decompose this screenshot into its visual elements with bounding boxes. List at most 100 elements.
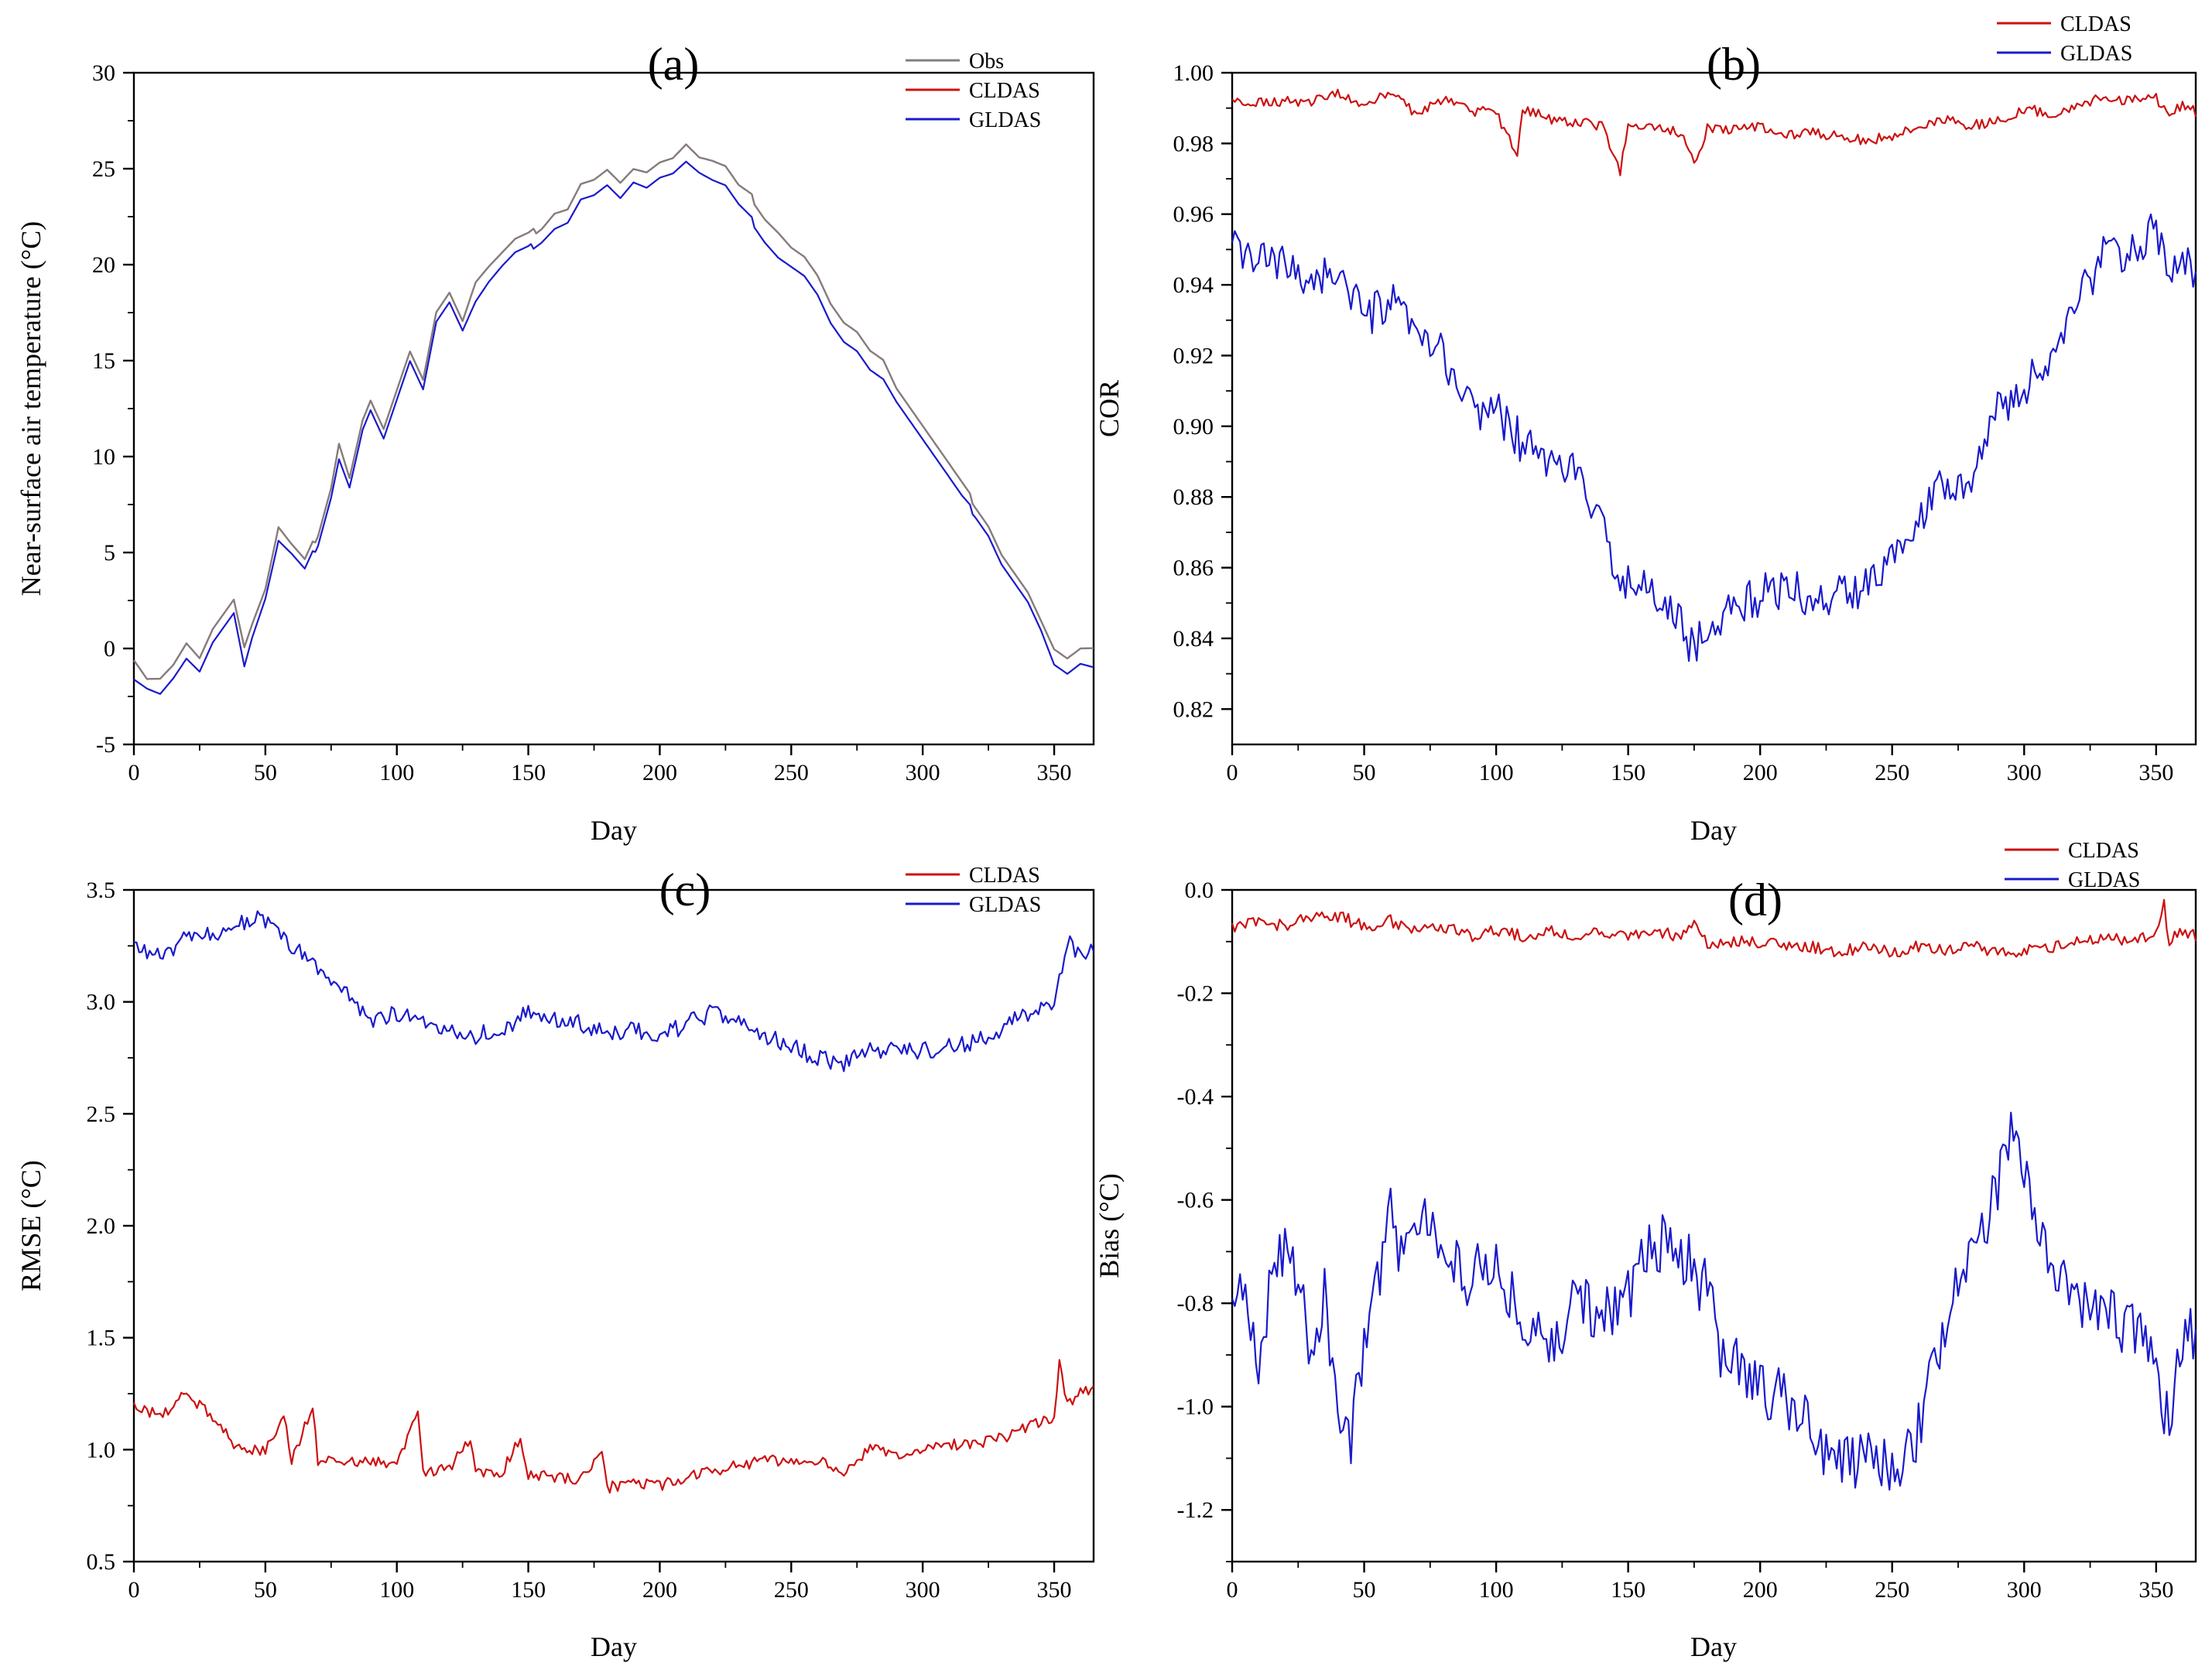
x-tick-label: 350 — [1037, 760, 1072, 785]
y-tick-label: 30 — [92, 60, 115, 86]
y-tick-label: 0.0 — [1185, 878, 1214, 903]
y-tick-label: 20 — [92, 252, 115, 278]
x-tick-label: 200 — [642, 760, 677, 785]
panel-a-ylabel: Near-surface air temperature (°C) — [15, 221, 46, 596]
y-tick-label: 0.84 — [1173, 626, 1214, 652]
x-tick-label: 50 — [1353, 1577, 1376, 1603]
panel-b-label: (b) — [1707, 39, 1761, 90]
y-tick-label: 0.96 — [1173, 202, 1214, 228]
y-tick-label: -1.0 — [1177, 1394, 1214, 1420]
y-tick-label: 0.86 — [1173, 556, 1214, 581]
legend-label-gldas: GLDAS — [969, 108, 1041, 132]
x-tick-label: 300 — [2007, 760, 2042, 785]
panel-c-legend: CLDAS GLDAS — [906, 864, 1041, 917]
y-tick-label: -0.4 — [1177, 1084, 1214, 1110]
legend-label-gldas: GLDAS — [2060, 42, 2132, 66]
y-tick-label: 0.88 — [1173, 484, 1214, 510]
x-tick-label: 250 — [1875, 760, 1909, 785]
panel-b-frame — [1231, 71, 2197, 746]
x-tick-label: 0 — [1227, 760, 1238, 785]
y-tick-label: 3.5 — [87, 878, 116, 903]
panel-b-xlabel: Day — [1690, 815, 1737, 846]
legend-label-cldas: CLDAS — [2068, 839, 2139, 863]
panel-d-legend: CLDAS GLDAS — [2005, 839, 2140, 892]
x-tick-label: 100 — [1479, 1577, 1514, 1603]
series-line-gldas — [133, 910, 1095, 1073]
panel-c: 0 50 100 150 200 250 300 350 0.5 1.0 1.5 2.0 2.5 3.0 3… — [15, 864, 1095, 1662]
panel-b-marks: 0 50 100 150 200 250 300 350 0.82 0.84 0.86 0.88 0.9… — [1173, 60, 2197, 785]
y-tick-label: -1.2 — [1177, 1497, 1214, 1523]
series-line-cldas — [132, 1359, 1094, 1494]
y-tick-label: -0.8 — [1177, 1291, 1214, 1316]
panel-c-ylabel: RMSE (°C) — [15, 1160, 46, 1291]
y-tick-label: 1.5 — [87, 1326, 116, 1351]
legend-label-gldas: GLDAS — [969, 893, 1041, 917]
legend-label-cldas: CLDAS — [969, 79, 1040, 103]
panel-a-label: (a) — [648, 39, 700, 90]
panel-d-ylabel: Bias (°C) — [1094, 1173, 1125, 1278]
y-tick-label: 3.0 — [87, 990, 116, 1015]
y-tick-label: 1.00 — [1173, 60, 1214, 86]
panel-d-xlabel: Day — [1690, 1631, 1737, 1662]
y-tick-label: 0 — [104, 636, 115, 662]
x-tick-label: 50 — [254, 760, 277, 785]
x-tick-label: 0 — [128, 760, 140, 785]
x-tick-label: 150 — [1611, 1577, 1645, 1603]
panel-d-label: (d) — [1728, 874, 1782, 926]
x-tick-label: 100 — [379, 760, 414, 785]
y-tick-label: 1.0 — [87, 1437, 116, 1463]
y-tick-label: 15 — [92, 348, 115, 374]
series-line-gldas — [1231, 213, 2197, 662]
x-tick-label: 300 — [906, 1577, 940, 1603]
x-tick-label: 200 — [1743, 1577, 1778, 1603]
x-tick-label: 350 — [2138, 1577, 2173, 1603]
x-tick-label: 350 — [1037, 1577, 1072, 1603]
legend-label-gldas: GLDAS — [2068, 868, 2140, 892]
y-tick-label: 0.98 — [1173, 131, 1214, 156]
panel-a-legend: Obs CLDAS GLDAS — [906, 50, 1041, 132]
legend-label-obs: Obs — [969, 50, 1004, 74]
x-tick-label: 50 — [254, 1577, 277, 1603]
x-tick-label: 0 — [1227, 1577, 1238, 1603]
panel-d: 0 50 100 150 200 250 300 350 -1.2 -1.0 -0.8 -0.6 -0.… — [1094, 839, 2197, 1662]
x-tick-label: 100 — [379, 1577, 414, 1603]
y-tick-label: 0.94 — [1173, 272, 1214, 298]
series-line-gldas — [1231, 1111, 2197, 1491]
x-tick-label: 250 — [774, 1577, 809, 1603]
panel-a-marks: 0 50 100 150 200 250 300 350 -5 0 5 10 15 20 25 30 — [92, 60, 1094, 785]
x-tick-label: 0 — [128, 1577, 140, 1603]
y-tick-label: 10 — [92, 444, 115, 470]
x-tick-label: 250 — [1875, 1577, 1909, 1603]
series-line-gldas — [133, 160, 1094, 695]
x-tick-label: 300 — [2007, 1577, 2042, 1603]
panel-b: 0 50 100 150 200 250 300 350 0.82 0.84 0.86 0.88 0.9… — [1094, 12, 2197, 846]
x-tick-label: 250 — [774, 760, 809, 785]
panel-d-marks: 0 50 100 150 200 250 300 350 -1.2 -1.0 -0.8 -0.6 -0.… — [1177, 878, 2197, 1603]
x-tick-label: 50 — [1353, 760, 1376, 785]
x-tick-label: 150 — [1611, 760, 1645, 785]
y-tick-label: -0.2 — [1177, 981, 1214, 1007]
panel-a-xlabel: Day — [591, 815, 637, 846]
y-tick-label: 0.92 — [1173, 343, 1214, 368]
panel-c-marks: 0 50 100 150 200 250 300 350 0.5 1.0 1.5 2.0 2.5 3.0 3… — [87, 878, 1095, 1603]
panel-c-label: (c) — [659, 864, 711, 915]
x-tick-label: 200 — [642, 1577, 677, 1603]
x-tick-label: 350 — [2138, 760, 2173, 785]
series-line-cldas — [1231, 898, 2197, 958]
panel-d-frame — [1231, 888, 2197, 1563]
x-tick-label: 150 — [511, 1577, 546, 1603]
y-tick-label: 0.82 — [1173, 696, 1214, 722]
series-line-cldas — [1231, 88, 2197, 176]
series-line-obs — [133, 143, 1094, 680]
x-tick-label: 150 — [511, 760, 546, 785]
panel-c-xlabel: Day — [591, 1631, 637, 1662]
y-tick-label: 2.5 — [87, 1101, 116, 1127]
y-tick-label: 5 — [104, 540, 115, 566]
y-tick-label: 0.5 — [87, 1549, 116, 1575]
legend-label-cldas: CLDAS — [2060, 12, 2132, 36]
panel-b-legend: CLDAS GLDAS — [1997, 12, 2132, 66]
y-tick-label: 2.0 — [87, 1213, 116, 1239]
y-tick-label: 0.90 — [1173, 414, 1214, 440]
